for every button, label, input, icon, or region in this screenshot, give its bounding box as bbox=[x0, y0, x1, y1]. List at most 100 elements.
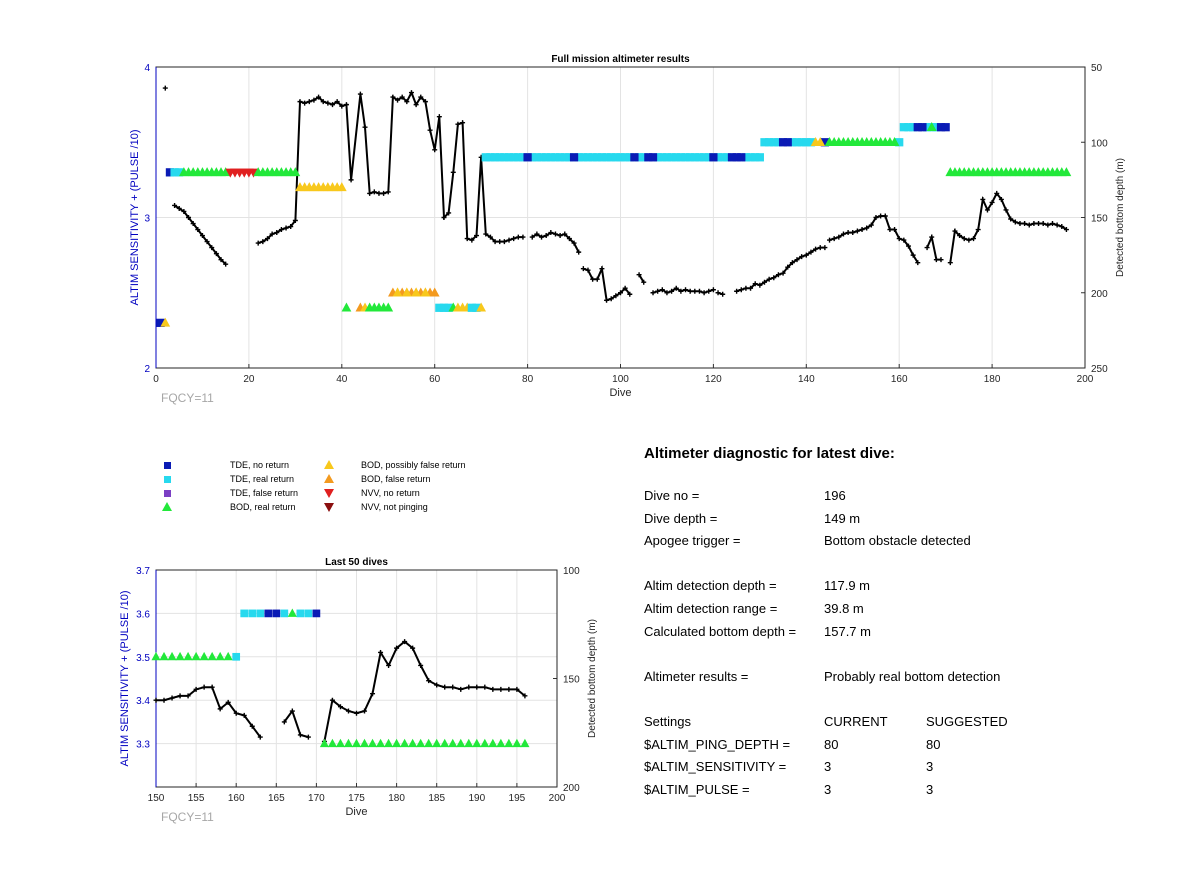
marker-bod-real bbox=[496, 738, 506, 748]
marker-bod-real bbox=[199, 651, 209, 661]
settings-header-row: Settings CURRENT SUGGESTED bbox=[644, 714, 1164, 737]
marker-bod-real bbox=[472, 738, 482, 748]
pulse-label: $ALTIM_PULSE = bbox=[644, 781, 750, 797]
depth-point bbox=[281, 719, 287, 725]
depth-point bbox=[305, 734, 311, 740]
depth-point bbox=[669, 288, 675, 294]
depth-point bbox=[789, 260, 795, 266]
depth-point bbox=[566, 236, 572, 242]
depth-point bbox=[873, 215, 879, 220]
depth-point bbox=[775, 272, 781, 278]
depth-point bbox=[529, 234, 535, 240]
depth-point bbox=[343, 102, 349, 108]
depth-point bbox=[249, 723, 255, 729]
legend-label-bod-real: BOD, real return bbox=[230, 502, 296, 512]
depth-point bbox=[650, 290, 656, 296]
depth-point bbox=[910, 252, 916, 258]
marker-tde-real bbox=[588, 153, 597, 162]
marker-bod-possibly bbox=[420, 287, 431, 297]
ping-depth-suggested: 80 bbox=[926, 736, 941, 752]
y-tick-label: 3.7 bbox=[136, 566, 150, 577]
marker-tde-real bbox=[481, 153, 490, 162]
x-tick-label: 160 bbox=[891, 374, 908, 385]
legend-marker-tde-no bbox=[164, 462, 171, 469]
depth-point bbox=[998, 196, 1004, 202]
depth-point bbox=[836, 234, 842, 240]
marker-tde-real bbox=[248, 609, 257, 618]
altimeter-results-label: Altimeter results = bbox=[644, 668, 749, 684]
depth-point bbox=[1063, 227, 1069, 233]
x-tick-label: 165 bbox=[268, 793, 285, 804]
depth-point bbox=[1045, 222, 1051, 228]
x-tick-label: 175 bbox=[348, 793, 365, 804]
depth-point bbox=[683, 287, 689, 293]
marker-tde-no bbox=[732, 153, 741, 162]
legend-marker-bod-possibly bbox=[324, 460, 334, 469]
marker-tde-real bbox=[899, 123, 908, 132]
full-mission-chart: 0 20 40 60 80 100 120 140 160 180 200 2 3 4 50 100 150 20… bbox=[129, 54, 1126, 405]
depth-point bbox=[223, 261, 229, 267]
sensitivity-suggested: 3 bbox=[926, 759, 934, 775]
depth-point bbox=[989, 199, 995, 205]
dive-depth-label: Dive depth = bbox=[644, 510, 718, 526]
depth-point bbox=[794, 257, 800, 263]
marker-tde-real bbox=[909, 123, 918, 132]
depth-point bbox=[408, 90, 414, 96]
marker-bod-real bbox=[408, 738, 418, 748]
marker-tde-no bbox=[264, 609, 273, 618]
marker-tde-no bbox=[783, 138, 792, 147]
marker-bod-possibly bbox=[401, 287, 412, 297]
marker-tde-real bbox=[895, 138, 904, 147]
depth-point bbox=[357, 91, 363, 97]
depth-point bbox=[557, 233, 563, 239]
depth-point bbox=[562, 231, 568, 237]
depth-point bbox=[260, 239, 266, 245]
depth-point bbox=[752, 281, 758, 287]
depth-point bbox=[785, 264, 791, 270]
marker-bod-real bbox=[392, 738, 402, 748]
depth-point bbox=[330, 102, 336, 108]
depth-point bbox=[975, 227, 981, 233]
depth-point bbox=[460, 120, 466, 126]
depth-point bbox=[878, 213, 884, 219]
marker-tde-real bbox=[555, 153, 565, 162]
depth-point bbox=[613, 293, 619, 299]
depth-point bbox=[381, 190, 387, 196]
depth-point bbox=[604, 297, 610, 303]
depth-point bbox=[539, 234, 545, 240]
depth-point bbox=[636, 272, 642, 278]
marker-bod-real bbox=[376, 738, 386, 748]
depth-point bbox=[1003, 207, 1009, 213]
marker-tde-real bbox=[472, 303, 481, 312]
depth-point bbox=[427, 127, 433, 133]
legend-label-tde-no: TDE, no return bbox=[230, 460, 290, 470]
depth-point bbox=[177, 693, 183, 699]
depth-point bbox=[1017, 221, 1023, 227]
depth-point bbox=[766, 276, 772, 282]
depth-point bbox=[738, 287, 744, 293]
marker-tde-no bbox=[648, 153, 658, 162]
depth-point bbox=[822, 245, 828, 251]
pulse-row: $ALTIM_PULSE = 3 3 bbox=[644, 782, 1164, 805]
marker-bod-real bbox=[456, 738, 466, 748]
depth-point bbox=[850, 230, 856, 236]
depth-point bbox=[961, 236, 967, 242]
depth-point bbox=[933, 257, 939, 263]
depth-point bbox=[302, 100, 308, 106]
depth-point bbox=[896, 236, 902, 242]
marker-bod-real bbox=[220, 167, 231, 177]
marker-bod-real bbox=[343, 738, 354, 748]
x-tick-label: 80 bbox=[522, 374, 534, 385]
legend-marker-tde-real bbox=[164, 476, 171, 483]
y-axis-label: ALTIM SENSITIVITY + (PULSE /10) bbox=[119, 591, 131, 767]
current-header: CURRENT bbox=[824, 713, 888, 729]
depth-point bbox=[580, 266, 586, 272]
depth-point bbox=[1022, 221, 1028, 227]
depth-point bbox=[422, 99, 428, 105]
y-right-tick-label: 100 bbox=[563, 566, 580, 577]
marker-tde-real bbox=[713, 153, 723, 162]
depth-point bbox=[1049, 221, 1055, 227]
marker-tde-real bbox=[467, 303, 476, 312]
depth-point bbox=[316, 94, 322, 100]
marker-tde-real bbox=[607, 153, 616, 162]
